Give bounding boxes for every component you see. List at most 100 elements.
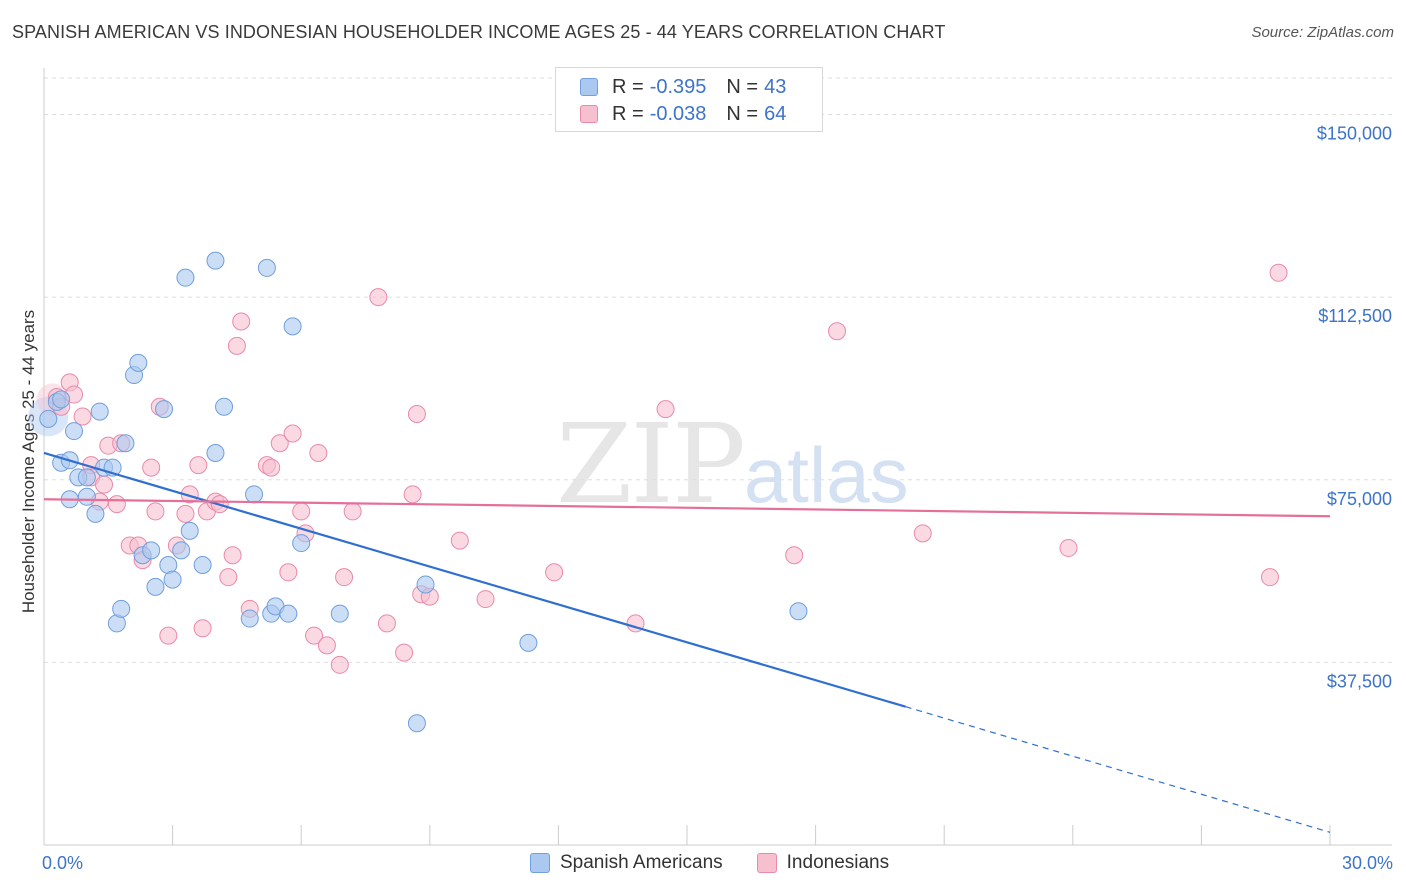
point-indonesian xyxy=(262,458,281,477)
n-value: 64 xyxy=(764,102,787,125)
point-spanish-american xyxy=(180,521,199,540)
y-tick-label: $150,000 xyxy=(1317,124,1392,144)
point-spanish-american xyxy=(789,602,808,621)
y-axis-label: Householder Income Ages 25 - 44 years xyxy=(19,310,38,613)
point-spanish-american xyxy=(146,577,165,596)
legend-item-spanish-americans[interactable]: Spanish Americans xyxy=(530,852,723,874)
point-indonesian xyxy=(292,502,311,521)
legend-label: Spanish Americans xyxy=(560,852,723,873)
point-indonesian xyxy=(107,495,126,514)
point-indonesian xyxy=(146,502,165,521)
r-label: R = xyxy=(612,102,644,125)
x-tick-label-right: 30.0% xyxy=(1342,853,1393,873)
point-indonesian xyxy=(176,504,195,523)
point-spanish-american xyxy=(519,633,538,652)
point-spanish-american xyxy=(215,397,234,416)
series-legend: Spanish Americans Indonesians xyxy=(530,852,923,874)
n-label: N = xyxy=(726,102,759,125)
point-indonesian xyxy=(227,336,246,355)
point-indonesian xyxy=(73,407,92,426)
swatch-spanish xyxy=(580,78,598,96)
point-indonesian xyxy=(828,322,847,341)
point-indonesian xyxy=(785,546,804,565)
point-indonesian xyxy=(913,524,932,543)
y-tick-label: $37,500 xyxy=(1327,671,1392,691)
point-indonesian xyxy=(335,568,354,587)
point-indonesian xyxy=(305,626,324,645)
point-indonesian xyxy=(343,502,362,521)
point-spanish-american xyxy=(163,570,182,589)
legend-item-indonesians[interactable]: Indonesians xyxy=(756,852,890,874)
point-indonesian xyxy=(279,563,298,582)
point-spanish-american xyxy=(193,555,212,574)
point-indonesian xyxy=(403,485,422,504)
swatch-indonesian xyxy=(756,853,777,873)
point-spanish-american xyxy=(39,409,58,428)
point-spanish-american xyxy=(112,599,131,618)
n-label: N = xyxy=(726,75,759,98)
trendline-spanish-americans xyxy=(43,451,906,708)
point-indonesian xyxy=(142,458,161,477)
point-indonesian xyxy=(545,563,564,582)
point-spanish-american xyxy=(155,400,174,419)
n-value: 43 xyxy=(764,75,787,98)
point-indonesian xyxy=(193,619,212,638)
x-tick-label-left: 0.0% xyxy=(42,853,83,873)
point-indonesian xyxy=(283,424,302,443)
point-spanish-american xyxy=(172,541,191,560)
point-spanish-american xyxy=(116,434,135,453)
point-indonesian xyxy=(317,636,336,655)
point-spanish-american xyxy=(86,504,105,523)
point-indonesian xyxy=(476,590,495,609)
point-spanish-american xyxy=(416,575,435,594)
y-tick-label: $75,000 xyxy=(1327,489,1392,509)
swatch-indonesian xyxy=(580,105,598,123)
watermark-atlas: atlas xyxy=(743,431,909,519)
point-spanish-american xyxy=(257,258,276,277)
legend-label: Indonesians xyxy=(786,852,890,873)
stats-legend-row-indonesian: R = -0.038 N = 64 xyxy=(580,101,786,127)
point-spanish-american xyxy=(245,485,264,504)
point-spanish-american xyxy=(52,390,71,409)
point-spanish-american xyxy=(283,317,302,336)
source-credit: Source: ZipAtlas.com xyxy=(1251,24,1394,41)
point-indonesian xyxy=(330,655,349,674)
stats-legend-row-spanish: R = -0.395 N = 43 xyxy=(580,74,786,100)
point-indonesian xyxy=(309,443,328,462)
point-indonesian xyxy=(1269,263,1288,282)
point-indonesian xyxy=(270,434,289,453)
point-indonesian xyxy=(1059,538,1078,557)
point-spanish-american xyxy=(129,353,148,372)
point-indonesian xyxy=(1260,568,1279,587)
point-indonesian xyxy=(219,568,238,587)
stats-legend: R = -0.395 N = 43 R = -0.038 N = 64 xyxy=(555,67,823,132)
point-indonesian xyxy=(232,312,251,331)
point-spanish-american xyxy=(142,541,161,560)
point-spanish-american xyxy=(176,268,195,287)
point-indonesian xyxy=(223,546,242,565)
point-spanish-american xyxy=(65,422,84,441)
point-indonesian xyxy=(407,405,426,424)
trendline-spanish-americans-extension xyxy=(905,706,1331,833)
point-spanish-american xyxy=(279,604,298,623)
y-tick-label: $112,500 xyxy=(1318,306,1392,326)
r-value: -0.038 xyxy=(649,102,707,125)
r-value: -0.395 xyxy=(649,75,707,98)
point-indonesian xyxy=(395,643,414,662)
point-indonesian xyxy=(377,614,396,633)
chart-title: SPANISH AMERICAN VS INDONESIAN HOUSEHOLD… xyxy=(12,22,946,42)
point-indonesian xyxy=(189,456,208,475)
trendline-indonesians xyxy=(43,498,1331,518)
point-spanish-american xyxy=(240,609,259,628)
point-spanish-american xyxy=(77,487,96,506)
point-indonesian xyxy=(369,288,388,307)
point-spanish-american xyxy=(206,251,225,270)
point-indonesian xyxy=(95,475,114,494)
point-indonesian xyxy=(159,626,178,645)
point-spanish-american xyxy=(90,402,109,421)
point-spanish-american xyxy=(77,468,96,487)
point-spanish-american xyxy=(407,714,426,733)
point-spanish-american xyxy=(330,604,349,623)
r-label: R = xyxy=(612,75,644,98)
